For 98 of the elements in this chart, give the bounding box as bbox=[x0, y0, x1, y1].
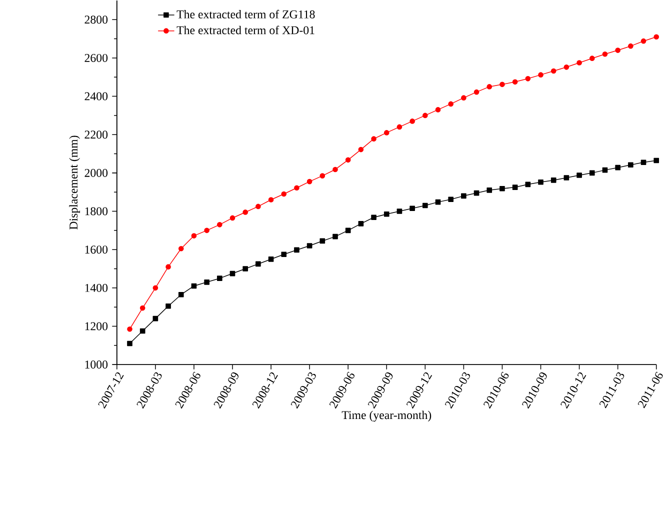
point bbox=[396, 124, 402, 130]
point bbox=[525, 76, 531, 82]
point bbox=[628, 43, 634, 49]
point bbox=[345, 228, 351, 234]
point bbox=[538, 180, 544, 185]
point bbox=[306, 178, 312, 184]
x-axis-title: Time (year-month) bbox=[342, 410, 432, 422]
point bbox=[461, 193, 466, 199]
point bbox=[525, 182, 531, 188]
point bbox=[640, 160, 646, 166]
point bbox=[500, 186, 505, 192]
point bbox=[410, 206, 415, 212]
point bbox=[127, 340, 132, 346]
point bbox=[589, 170, 595, 176]
y-tick-label: 2600 bbox=[84, 54, 108, 62]
point bbox=[306, 243, 312, 248]
point bbox=[281, 191, 287, 197]
point bbox=[538, 72, 544, 78]
point bbox=[332, 234, 338, 240]
point bbox=[576, 172, 582, 178]
point bbox=[230, 270, 236, 276]
point bbox=[140, 328, 146, 334]
point bbox=[256, 204, 261, 210]
y-tick-label: 1600 bbox=[85, 246, 108, 254]
point bbox=[152, 316, 158, 322]
point bbox=[512, 79, 518, 85]
point bbox=[332, 166, 338, 172]
point bbox=[448, 196, 454, 202]
point bbox=[486, 84, 492, 90]
point bbox=[654, 158, 660, 164]
point bbox=[320, 238, 326, 244]
point bbox=[410, 118, 415, 124]
point bbox=[204, 280, 210, 285]
point bbox=[602, 52, 608, 57]
y-tick-label: 2800 bbox=[84, 16, 108, 24]
y-tick-label: 1400 bbox=[85, 284, 108, 292]
point bbox=[127, 326, 132, 332]
point bbox=[178, 246, 184, 252]
point bbox=[486, 188, 492, 193]
point bbox=[242, 210, 248, 215]
point bbox=[230, 215, 236, 221]
point bbox=[242, 266, 248, 272]
y-tick-label: 1800 bbox=[85, 207, 108, 216]
point bbox=[422, 112, 428, 118]
point bbox=[461, 95, 466, 101]
point bbox=[140, 305, 146, 311]
point bbox=[550, 68, 556, 74]
point bbox=[294, 247, 300, 253]
point bbox=[384, 212, 390, 217]
point bbox=[358, 221, 364, 226]
point bbox=[191, 283, 197, 289]
point bbox=[152, 285, 158, 291]
point bbox=[320, 173, 326, 179]
point bbox=[166, 264, 171, 270]
point bbox=[474, 89, 480, 95]
point bbox=[435, 107, 441, 112]
point bbox=[191, 233, 197, 239]
point bbox=[268, 256, 274, 262]
point bbox=[281, 252, 287, 258]
point bbox=[268, 197, 274, 202]
point bbox=[564, 175, 570, 180]
point bbox=[166, 304, 171, 309]
point bbox=[358, 146, 364, 152]
point bbox=[216, 276, 222, 282]
point bbox=[384, 130, 390, 136]
point bbox=[396, 208, 402, 214]
y-tick-label: 2000 bbox=[84, 168, 108, 178]
point bbox=[216, 222, 222, 228]
point bbox=[256, 261, 261, 267]
point bbox=[512, 184, 518, 190]
point bbox=[615, 48, 620, 54]
point bbox=[640, 38, 646, 44]
point bbox=[615, 164, 620, 170]
legend-label: The extracted term of ZG118 bbox=[176, 10, 315, 18]
point bbox=[422, 202, 428, 208]
point bbox=[474, 190, 480, 196]
point bbox=[589, 56, 595, 62]
point bbox=[435, 199, 441, 205]
y-tick-label: 1200 bbox=[85, 322, 108, 330]
point bbox=[371, 136, 376, 142]
point bbox=[564, 64, 570, 70]
y-tick-label: 2200 bbox=[84, 130, 108, 139]
y-axis-title: Displacement (mm) bbox=[69, 136, 80, 230]
point bbox=[178, 292, 184, 298]
point bbox=[204, 228, 210, 234]
point bbox=[345, 157, 351, 163]
point bbox=[294, 185, 300, 191]
y-tick-label: 2400 bbox=[84, 92, 108, 100]
point bbox=[550, 178, 556, 183]
point bbox=[654, 34, 660, 40]
point bbox=[500, 82, 505, 88]
point bbox=[576, 60, 582, 66]
legend-label: The extracted term of XD-01 bbox=[176, 26, 314, 34]
point bbox=[602, 167, 608, 173]
point bbox=[628, 162, 634, 168]
point bbox=[371, 214, 376, 220]
point bbox=[448, 101, 454, 107]
y-tick-label: 1000 bbox=[85, 360, 108, 369]
